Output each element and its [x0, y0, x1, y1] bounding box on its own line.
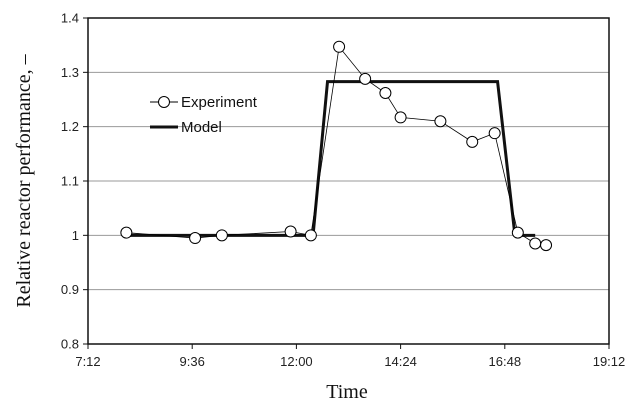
y-tick-label: 1.2: [61, 119, 79, 134]
y-tick-label: 0.8: [61, 337, 79, 352]
x-tick-label: 9:36: [180, 354, 205, 369]
experiment-point: [466, 135, 479, 148]
experiment-point: [359, 72, 372, 85]
x-axis-ticks: 7:12 9:36 12:00 14:24 16:48 19:12: [75, 344, 625, 369]
x-tick-label: 16:48: [489, 354, 522, 369]
legend: Experiment Model: [150, 94, 258, 136]
x-tick-label: 12:00: [280, 354, 313, 369]
y-tick-label: 1.3: [61, 65, 79, 80]
y-tick-label: 1.1: [61, 174, 79, 189]
y-tick-label: 0.9: [61, 282, 79, 297]
y-tick-label: 1.4: [61, 11, 79, 26]
x-tick-label: 19:12: [593, 354, 626, 369]
experiment-point: [529, 237, 542, 250]
experiment-point: [379, 86, 392, 99]
experiment-point: [394, 111, 407, 124]
experiment-point: [540, 239, 553, 252]
legend-model-label: Model: [181, 119, 222, 136]
experiment-point: [284, 225, 297, 238]
y-axis-title: Relative reactor performance, –: [13, 53, 35, 307]
legend-experiment-label: Experiment: [181, 94, 258, 111]
y-axis-ticks: 0.8 0.9 1 1.1 1.2 1.3 1.4: [61, 11, 88, 352]
legend-experiment-marker: [158, 96, 170, 108]
x-tick-label: 14:24: [384, 354, 417, 369]
experiment-point: [215, 229, 228, 242]
experiment-point: [434, 115, 447, 128]
experiment-point: [189, 232, 202, 245]
experiment-point: [511, 226, 524, 239]
x-axis-title: Time: [326, 381, 368, 403]
experiment-point: [304, 229, 317, 242]
experiment-point: [120, 226, 133, 239]
plot-area-frame: [87, 17, 610, 345]
y-tick-label: 1: [72, 228, 79, 243]
experiment-point: [488, 127, 501, 140]
x-tick-label: 7:12: [75, 354, 100, 369]
series-layer: [120, 40, 553, 252]
experiment-point: [333, 40, 346, 53]
